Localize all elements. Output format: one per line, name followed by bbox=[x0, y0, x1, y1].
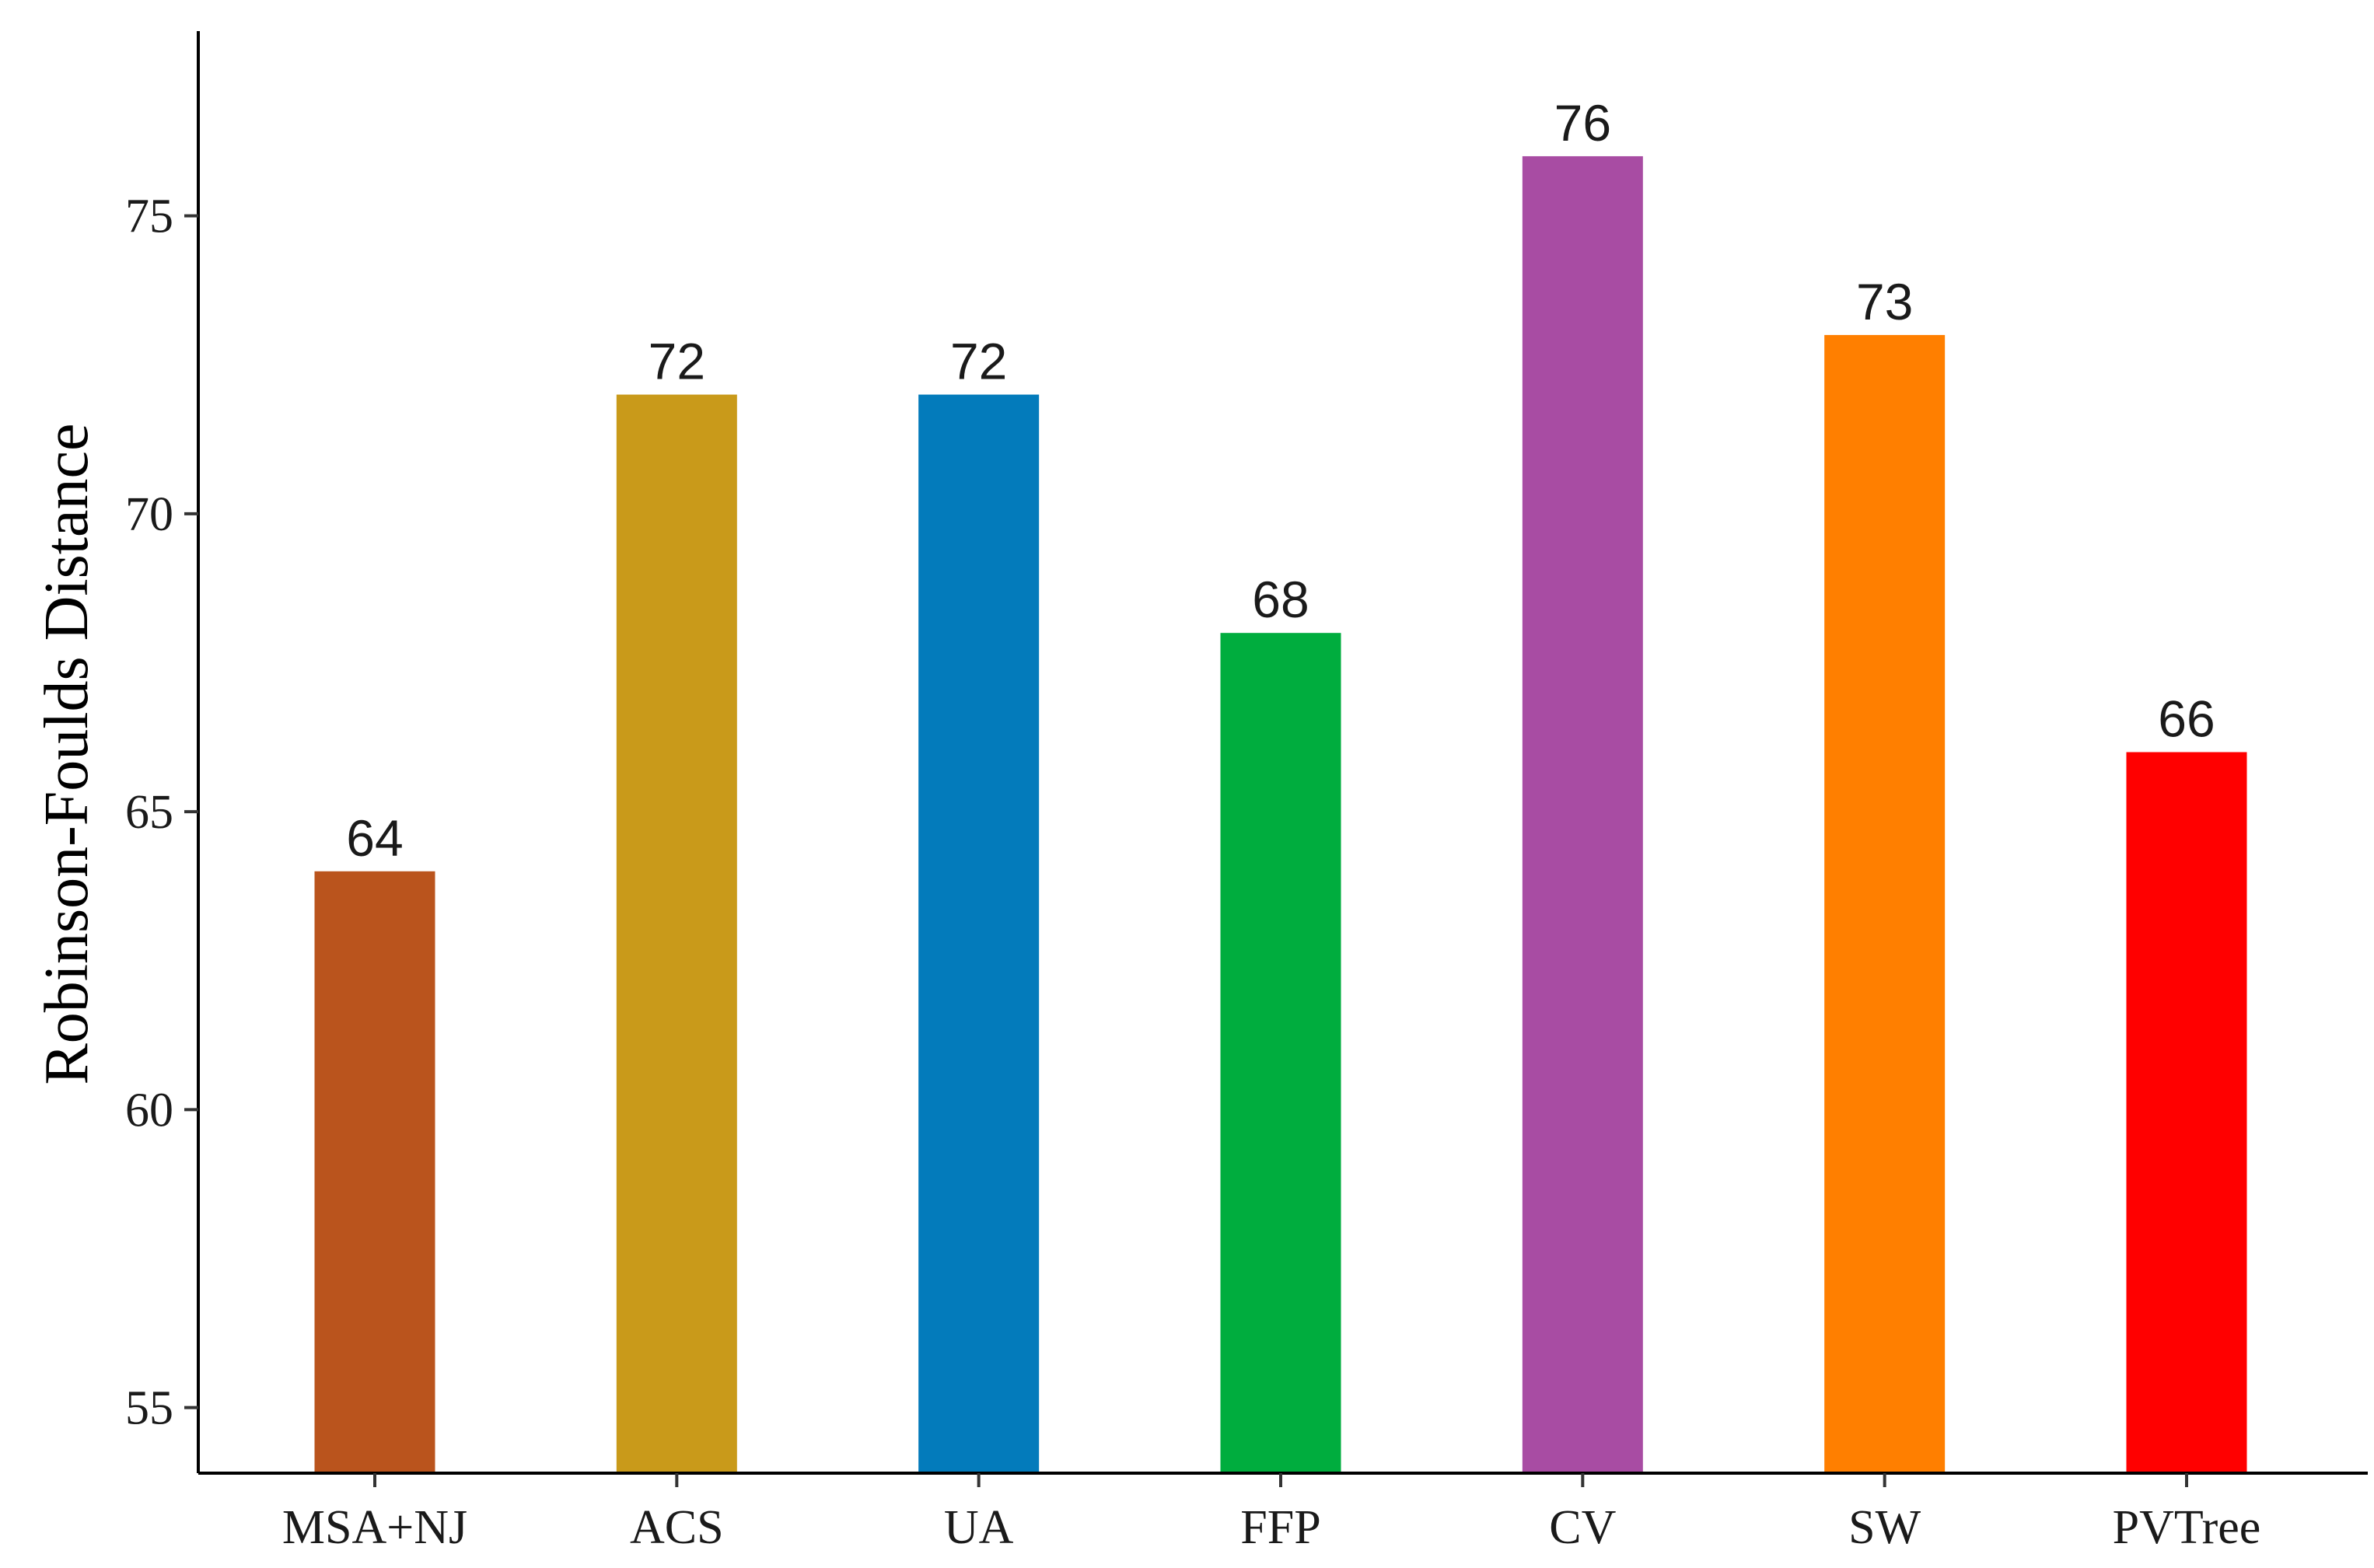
x-tick-label: ACS bbox=[630, 1501, 724, 1554]
y-axis: 55 60 65 70 75 bbox=[125, 31, 200, 1473]
data-label: 72 bbox=[950, 333, 1007, 390]
y-tick-label: 65 bbox=[125, 786, 173, 839]
data-labels-group: 64 72 72 68 76 73 66 bbox=[346, 94, 2215, 867]
x-tick-label: CV bbox=[1549, 1501, 1616, 1554]
bar-cv bbox=[1522, 155, 1643, 1473]
data-label: 66 bbox=[2158, 690, 2215, 748]
bars-group bbox=[314, 155, 2247, 1474]
x-tick-label: PVTree bbox=[2113, 1501, 2261, 1554]
data-label: 73 bbox=[1856, 273, 1913, 330]
bar-pvtree bbox=[2126, 752, 2247, 1473]
x-tick-label: FFP bbox=[1240, 1501, 1320, 1554]
data-label: 76 bbox=[1554, 94, 1611, 152]
bar-acs bbox=[616, 394, 737, 1473]
bar-ua bbox=[918, 394, 1040, 1473]
bar-sw bbox=[1824, 334, 1946, 1474]
y-axis-title: Robinson-Foulds Distance bbox=[33, 423, 101, 1084]
bar-msa-nj bbox=[314, 871, 435, 1473]
y-tick-label: 75 bbox=[125, 190, 173, 243]
y-tick-label: 70 bbox=[125, 488, 173, 541]
y-tick-label: 55 bbox=[125, 1382, 173, 1435]
bar-ffp bbox=[1220, 633, 1341, 1473]
data-label: 72 bbox=[649, 333, 705, 390]
data-label: 64 bbox=[346, 809, 403, 867]
x-tick-label: SW bbox=[1848, 1501, 1921, 1554]
data-label: 68 bbox=[1252, 571, 1309, 628]
y-tick-label: 60 bbox=[125, 1084, 173, 1137]
x-tick-label: UA bbox=[944, 1501, 1014, 1554]
x-tick-label: MSA+NJ bbox=[282, 1501, 467, 1554]
x-axis: MSA+NJ ACS UA FFP CV SW PVTree bbox=[198, 1472, 2368, 1554]
